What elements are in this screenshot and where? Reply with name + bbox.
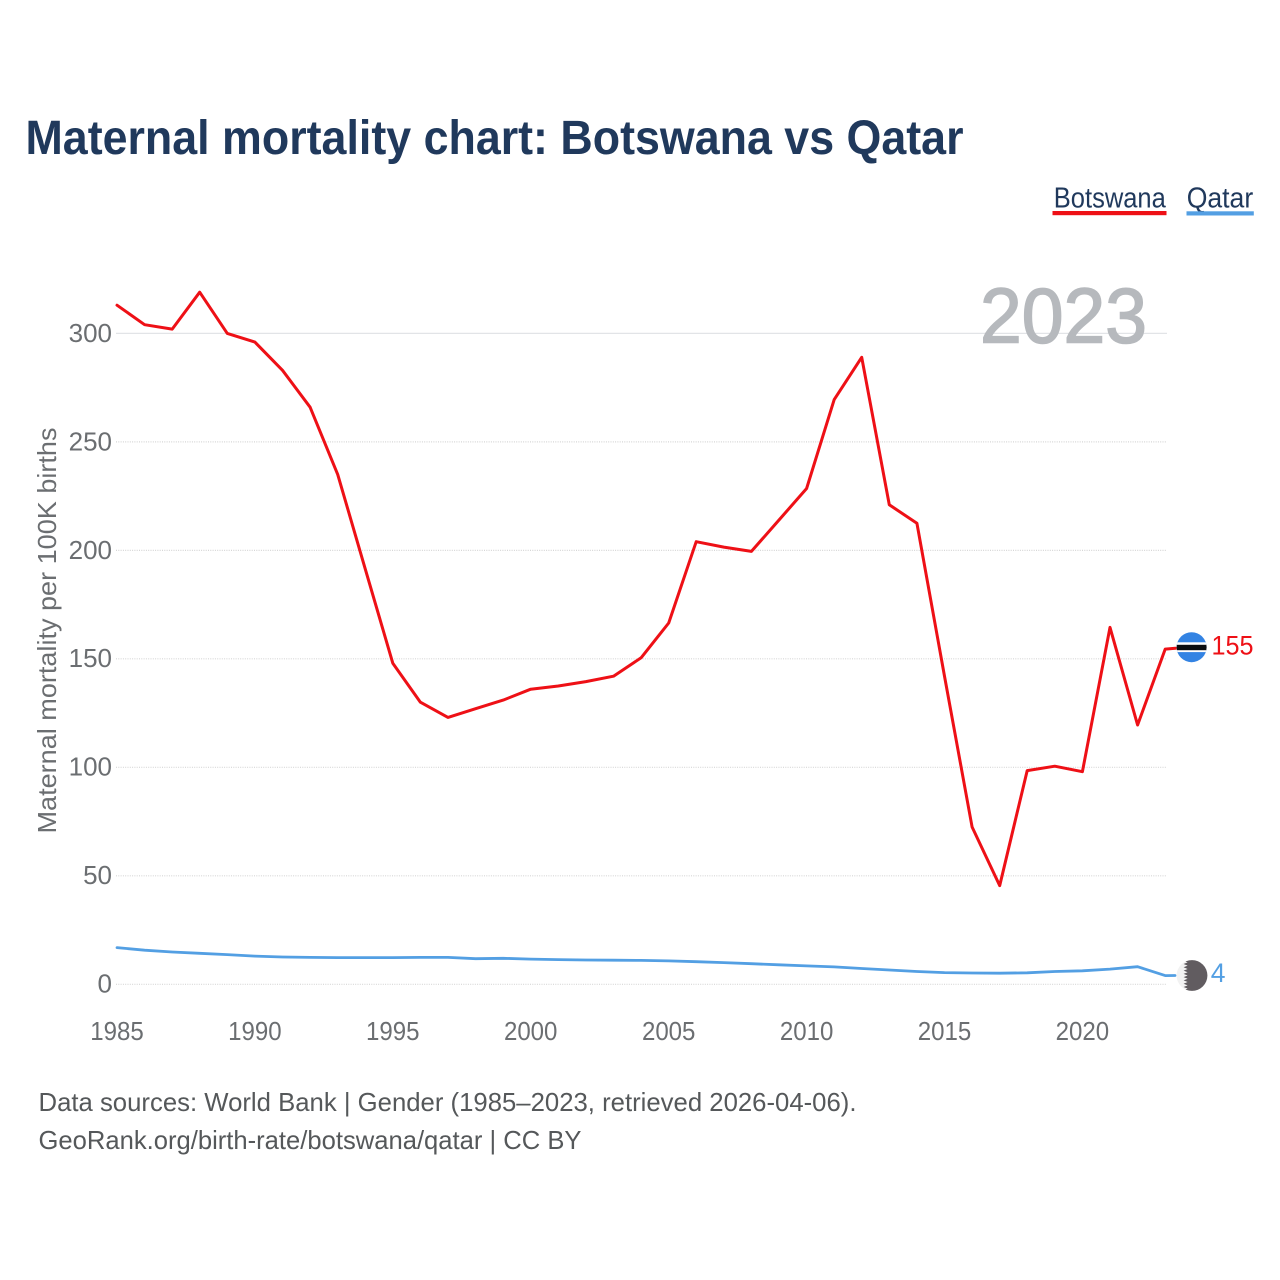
- svg-text:Maternal mortality per 100K bi: Maternal mortality per 100K births: [32, 428, 62, 834]
- svg-text:1985: 1985: [90, 1016, 144, 1046]
- svg-text:2005: 2005: [642, 1016, 696, 1046]
- svg-text:1990: 1990: [228, 1016, 282, 1046]
- svg-text:100: 100: [69, 752, 112, 782]
- svg-text:155: 155: [1212, 631, 1254, 661]
- svg-text:Maternal mortality chart: Bots: Maternal mortality chart: Botswana vs Qa…: [26, 112, 964, 165]
- svg-text:2010: 2010: [780, 1016, 834, 1046]
- svg-text:150: 150: [69, 643, 112, 673]
- svg-text:1995: 1995: [366, 1016, 420, 1046]
- svg-text:0: 0: [98, 969, 112, 999]
- svg-text:2023: 2023: [980, 272, 1147, 360]
- svg-text:Data sources: World Bank | Gen: Data sources: World Bank | Gender (1985–…: [39, 1087, 857, 1117]
- svg-text:200: 200: [69, 535, 112, 565]
- svg-text:GeoRank.org/birth-rate/botswan: GeoRank.org/birth-rate/botswana/qatar | …: [39, 1125, 582, 1155]
- svg-text:2020: 2020: [1056, 1016, 1110, 1046]
- svg-text:Botswana: Botswana: [1054, 183, 1167, 215]
- svg-text:2000: 2000: [504, 1016, 558, 1046]
- svg-text:250: 250: [69, 426, 112, 456]
- svg-text:300: 300: [69, 318, 112, 348]
- svg-text:50: 50: [83, 860, 112, 890]
- svg-text:2015: 2015: [918, 1016, 972, 1046]
- svg-text:Qatar: Qatar: [1187, 183, 1254, 215]
- svg-text:4: 4: [1211, 958, 1226, 988]
